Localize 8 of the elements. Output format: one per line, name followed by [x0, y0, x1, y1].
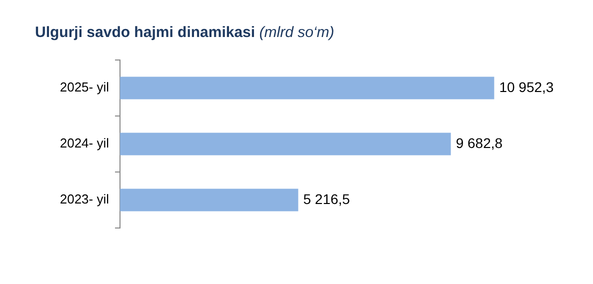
data-label: 9 682,8 [456, 134, 503, 151]
y-tick-label: 2024- yil [60, 136, 110, 151]
data-label: 5 216,5 [303, 190, 350, 207]
y-tick-label: 2025- yil [60, 80, 110, 95]
chart-title: Ulgurji savdo hajmi dinamikasi [35, 24, 256, 41]
y-tick-label: 2023- yil [60, 192, 110, 207]
data-label: 10 952,3 [499, 78, 554, 95]
chart-subtitle: (mlrd so‘m) [259, 24, 334, 41]
